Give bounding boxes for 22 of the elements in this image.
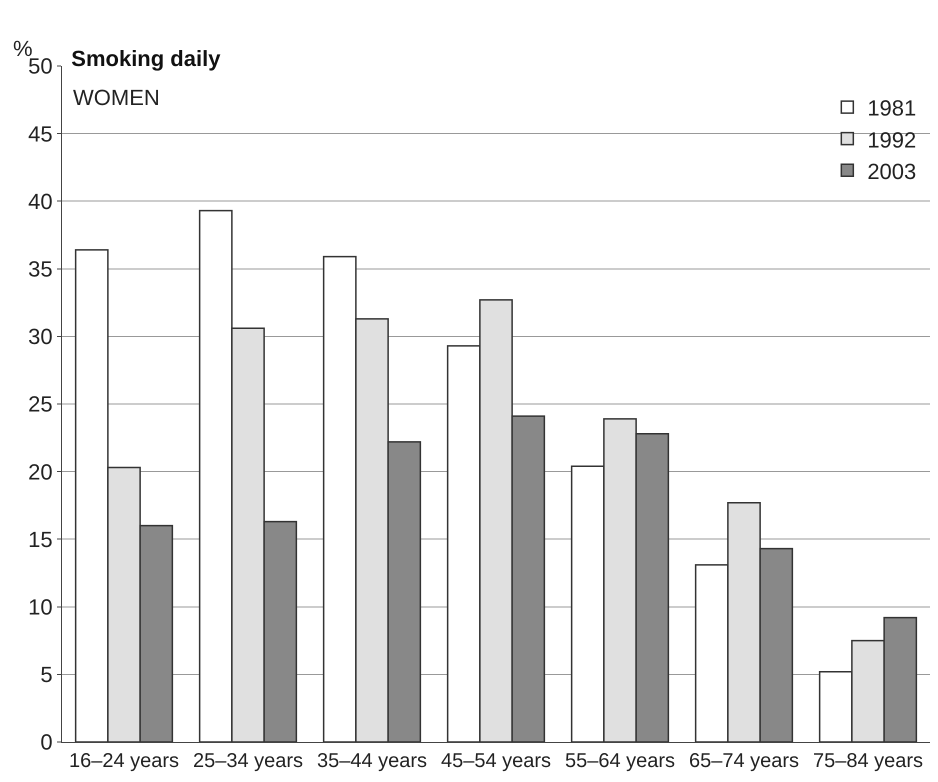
y-tick-label: 20 — [28, 459, 53, 484]
text: WOMEN — [73, 85, 160, 110]
y-tick-label: 0 — [40, 730, 53, 755]
legend-label: 2003 — [867, 158, 916, 184]
y-tick-label: 10 — [28, 594, 53, 620]
y-tick-label: 45 — [28, 121, 53, 146]
y-tick-label: 15 — [28, 526, 53, 552]
x-tick-label: 45–54 years — [440, 750, 552, 772]
y-tick-label: 35 — [28, 256, 53, 282]
y-tick-label: 40 — [28, 188, 53, 214]
x-tick-label: 55–64 years — [564, 750, 676, 772]
legend-label: 1992 — [867, 127, 916, 152]
x-tick-label: 16–24 years — [68, 750, 180, 772]
y-tick-label: 25 — [28, 392, 53, 417]
x-tick-label: 75–84 years — [812, 750, 924, 772]
y-tick-label: 5 — [40, 662, 53, 688]
y-tick-label: 30 — [28, 324, 53, 350]
legend-label: 1981 — [867, 96, 916, 121]
x-tick-label: 65–74 years — [688, 750, 800, 772]
x-tick-label: 25–34 years — [192, 750, 304, 772]
chart-title: Smoking daily — [71, 46, 222, 72]
x-tick-label: 35–44 years — [316, 750, 428, 772]
